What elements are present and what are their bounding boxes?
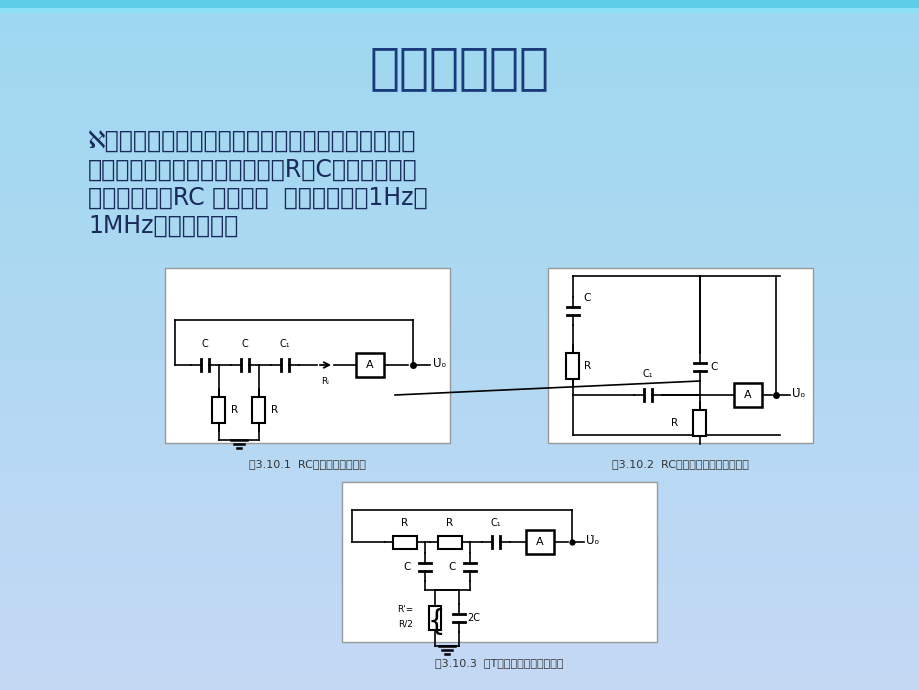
Text: R: R	[271, 405, 278, 415]
Text: C: C	[583, 293, 590, 303]
Text: C: C	[709, 362, 717, 372]
Text: 选频网络的正反馈放大器。若用R、C元件组成选频: 选频网络的正反馈放大器。若用R、C元件组成选频	[88, 158, 417, 182]
Bar	[733, 383, 761, 407]
Text: C₁: C₁	[490, 518, 501, 528]
Bar	[693, 410, 706, 436]
Text: R: R	[446, 518, 453, 528]
Bar	[526, 530, 553, 554]
Text: R: R	[670, 418, 677, 428]
Text: R: R	[231, 405, 238, 415]
Bar	[252, 397, 266, 423]
Bar	[548, 268, 812, 443]
Text: ℵ从结构上看，正弦波振荡器是没有输入信号的，带: ℵ从结构上看，正弦波振荡器是没有输入信号的，带	[88, 130, 416, 154]
Text: U̇ₒ: U̇ₒ	[585, 533, 598, 546]
Text: {: {	[427, 608, 445, 636]
Text: C₁: C₁	[642, 369, 652, 379]
Text: U̇ₒ: U̇ₒ	[791, 386, 804, 400]
Bar	[212, 397, 225, 423]
Text: R: R	[584, 361, 591, 371]
Text: Ȧ: Ȧ	[743, 390, 751, 400]
Text: R'=: R'=	[396, 606, 413, 615]
Text: 图3.10.1  RC移相振荡器原理图: 图3.10.1 RC移相振荡器原理图	[249, 459, 366, 469]
Text: R/2: R/2	[398, 620, 413, 629]
Text: R: R	[401, 518, 408, 528]
Bar	[428, 606, 440, 630]
Text: 图3.10.3  双T选频网络振荡器原理图: 图3.10.3 双T选频网络振荡器原理图	[435, 658, 563, 668]
Text: 图3.10.2  RC串并联网络振荡器原理图: 图3.10.2 RC串并联网络振荡器原理图	[611, 459, 748, 469]
Text: 2C: 2C	[467, 613, 480, 623]
Bar	[566, 353, 579, 379]
Bar	[392, 535, 416, 549]
Text: C₁: C₁	[279, 339, 290, 349]
Text: 二、原理说明: 二、原理说明	[369, 44, 550, 92]
Text: U̇ₒ: U̇ₒ	[433, 357, 446, 370]
Text: C: C	[448, 562, 456, 572]
Bar	[437, 535, 461, 549]
Bar	[165, 268, 449, 443]
Text: 网络，就称为RC 振荡器，  一般用来产生1Hz～: 网络，就称为RC 振荡器， 一般用来产生1Hz～	[88, 186, 427, 210]
Text: Ȧ: Ȧ	[366, 360, 373, 370]
Bar	[342, 482, 656, 642]
Text: Rᵢ: Rᵢ	[321, 377, 329, 386]
Text: C: C	[242, 339, 248, 349]
Bar	[0, 8, 919, 13]
Text: 1MHz的低频信号。: 1MHz的低频信号。	[88, 214, 238, 238]
Text: Ȧ: Ȧ	[536, 537, 543, 547]
Bar	[356, 353, 383, 377]
Text: C: C	[403, 562, 411, 572]
Bar	[0, 0, 919, 8]
Text: C: C	[201, 339, 208, 349]
